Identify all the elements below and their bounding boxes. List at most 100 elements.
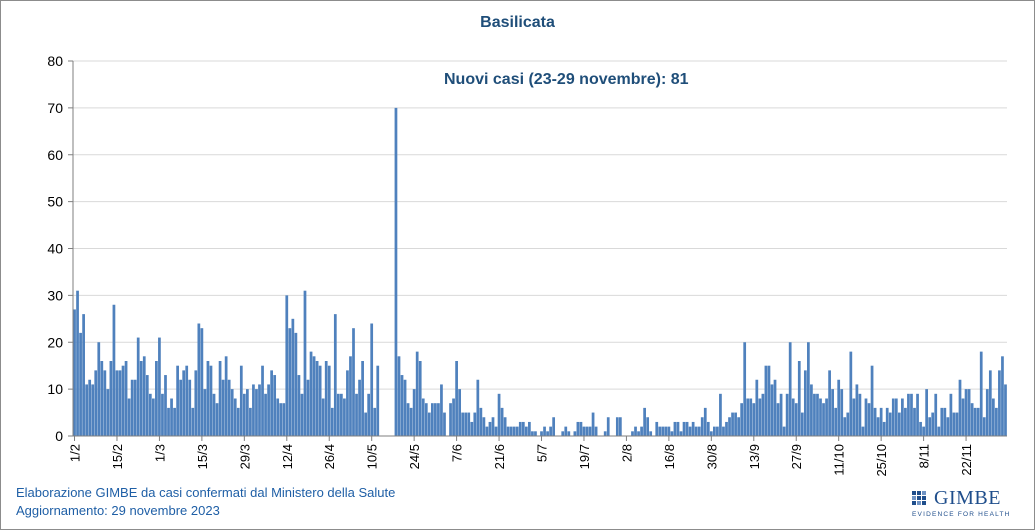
bar bbox=[424, 403, 428, 436]
bar bbox=[543, 426, 546, 436]
bar bbox=[215, 403, 219, 436]
y-tick-label: 10 bbox=[47, 381, 63, 397]
y-tick-label: 70 bbox=[47, 100, 63, 116]
bar bbox=[449, 403, 452, 436]
bar bbox=[100, 361, 104, 436]
bar bbox=[770, 384, 774, 436]
bar bbox=[985, 389, 989, 436]
bar bbox=[524, 426, 528, 436]
bar bbox=[864, 398, 868, 436]
bar bbox=[318, 365, 322, 436]
bar bbox=[916, 393, 919, 436]
bar bbox=[843, 417, 847, 436]
bar bbox=[870, 365, 874, 436]
bar bbox=[897, 412, 901, 436]
bar bbox=[124, 361, 128, 436]
bar bbox=[955, 412, 959, 436]
bar bbox=[961, 398, 965, 436]
bar bbox=[488, 421, 492, 436]
bar bbox=[324, 361, 328, 436]
bar bbox=[634, 426, 637, 436]
bar bbox=[333, 314, 337, 436]
bar bbox=[767, 365, 771, 436]
bar bbox=[585, 426, 589, 436]
bar bbox=[309, 351, 313, 436]
bar-series bbox=[73, 107, 1007, 436]
bar bbox=[482, 417, 486, 436]
bar bbox=[964, 389, 968, 436]
bar bbox=[185, 365, 189, 436]
bar bbox=[79, 332, 82, 436]
bar bbox=[494, 426, 498, 436]
bar bbox=[258, 384, 261, 436]
bar bbox=[440, 384, 443, 436]
bar bbox=[852, 398, 856, 436]
bar bbox=[355, 393, 358, 436]
bar bbox=[891, 398, 895, 436]
x-tick-label: 16/8 bbox=[662, 444, 677, 469]
bar bbox=[591, 412, 595, 436]
bar bbox=[943, 407, 947, 436]
bar bbox=[910, 393, 913, 436]
bar bbox=[164, 375, 167, 436]
bar bbox=[573, 431, 577, 436]
bar bbox=[888, 412, 892, 436]
x-tick-label: 24/5 bbox=[407, 444, 422, 469]
bar bbox=[761, 393, 765, 436]
bar bbox=[261, 365, 264, 436]
bar bbox=[913, 407, 916, 436]
bar bbox=[170, 398, 173, 436]
bar bbox=[115, 370, 119, 436]
bar bbox=[618, 417, 622, 436]
bar bbox=[409, 407, 413, 436]
bar bbox=[907, 393, 910, 436]
bar bbox=[670, 431, 674, 436]
bar bbox=[982, 417, 986, 436]
bar bbox=[194, 370, 198, 436]
bar bbox=[327, 365, 331, 436]
bar bbox=[822, 403, 825, 436]
footer-source-note: Elaborazione GIMBE da casi confermati da… bbox=[16, 485, 396, 500]
bar bbox=[700, 417, 704, 436]
bar bbox=[658, 426, 662, 436]
bar bbox=[136, 337, 140, 436]
bar bbox=[919, 421, 922, 436]
bar bbox=[352, 328, 355, 436]
bar bbox=[464, 412, 468, 436]
bar bbox=[506, 426, 510, 436]
bar bbox=[664, 426, 668, 436]
bar bbox=[191, 407, 195, 436]
bar bbox=[306, 379, 310, 436]
bar bbox=[443, 412, 446, 436]
bar bbox=[291, 318, 295, 436]
bar bbox=[188, 379, 192, 436]
bar bbox=[594, 426, 598, 436]
bar bbox=[303, 290, 307, 436]
bar bbox=[561, 431, 565, 436]
bar bbox=[837, 379, 841, 436]
bar bbox=[828, 370, 831, 436]
y-tick-label: 30 bbox=[47, 287, 63, 303]
bar bbox=[928, 417, 932, 436]
bar bbox=[270, 370, 273, 436]
bar bbox=[606, 417, 610, 436]
bar bbox=[567, 431, 571, 436]
bar bbox=[791, 398, 795, 436]
x-tick-label: 12/4 bbox=[280, 444, 295, 469]
x-tick-label: 11/10 bbox=[832, 444, 847, 476]
bar bbox=[94, 370, 98, 436]
bar bbox=[518, 421, 522, 436]
bar bbox=[515, 426, 519, 436]
bar bbox=[294, 332, 298, 436]
bar bbox=[497, 393, 501, 436]
y-tick-label: 60 bbox=[47, 147, 63, 163]
bar bbox=[667, 426, 671, 436]
bar bbox=[491, 417, 495, 436]
bar bbox=[155, 361, 158, 436]
bar bbox=[276, 398, 280, 436]
x-tick-label: 13/9 bbox=[747, 444, 762, 469]
bar bbox=[867, 403, 871, 436]
bar bbox=[312, 356, 316, 436]
bar bbox=[803, 370, 807, 436]
